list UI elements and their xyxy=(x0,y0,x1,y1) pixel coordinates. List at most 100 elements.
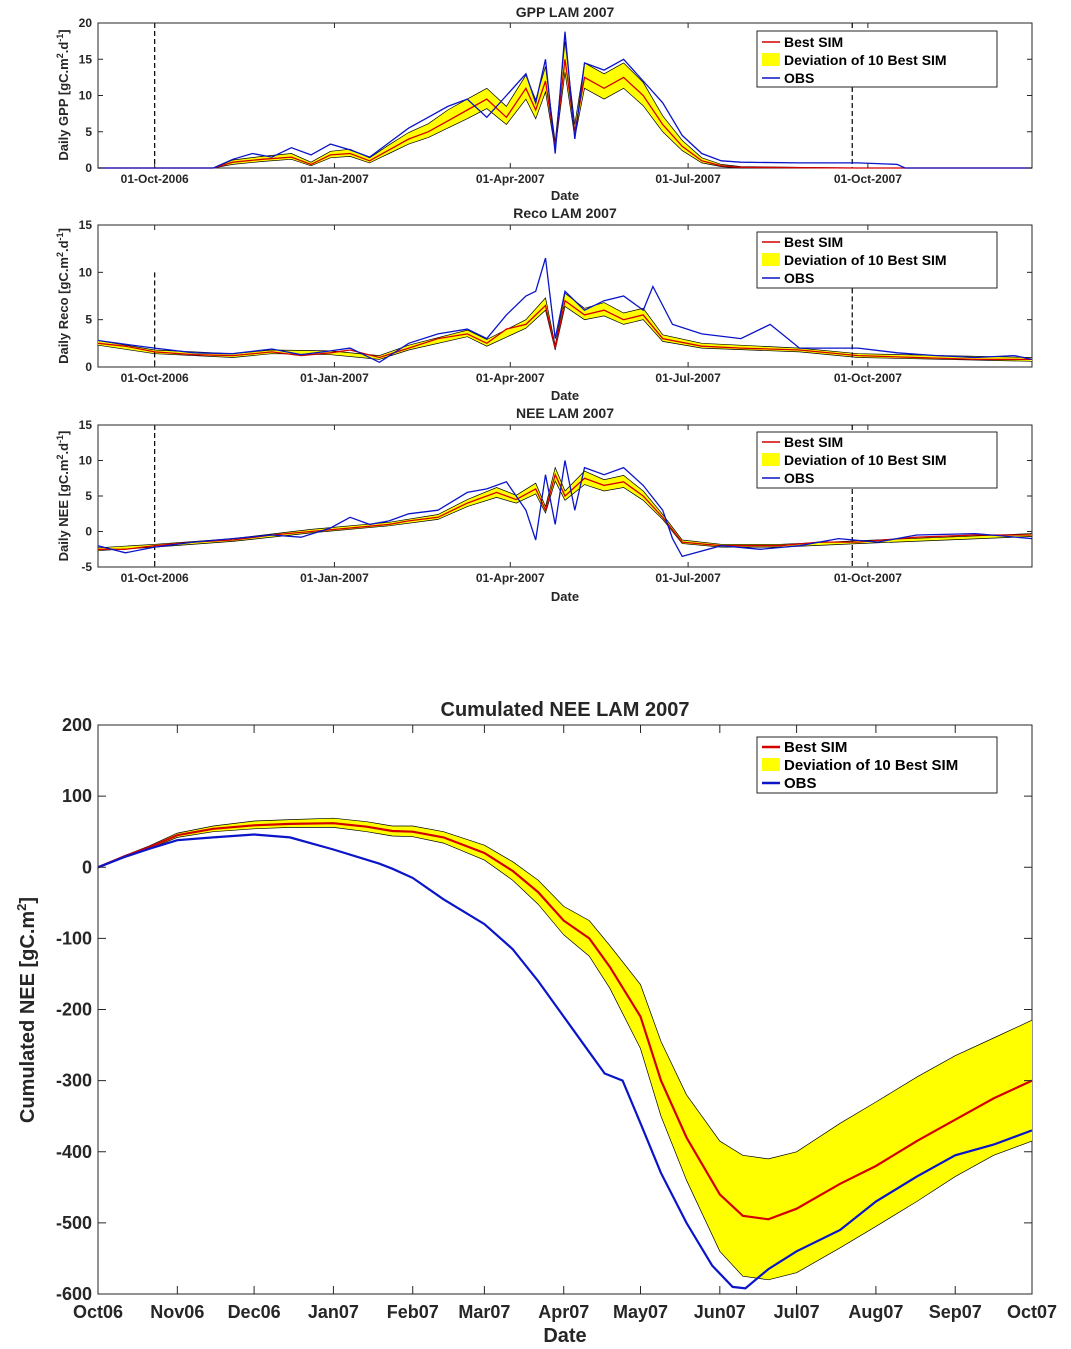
chart-title: GPP LAM 2007 xyxy=(516,4,615,20)
y-axis-label: Daily GPP [gC.m2.d-1] xyxy=(55,29,71,160)
chart-title: Reco LAM 2007 xyxy=(513,205,617,221)
x-tick-label: 01-Apr-2007 xyxy=(476,571,545,585)
series-lines xyxy=(97,257,1033,364)
x-ticks: 01-Oct-2006 01-Jan-2007 01-Apr-2007 01-Jul-… xyxy=(121,425,902,585)
y-tick-label: 10 xyxy=(79,454,93,468)
legend-obs-label: OBS xyxy=(784,470,814,486)
deviation-band-lower xyxy=(98,72,1032,169)
legend-obs-label: OBS xyxy=(784,70,814,86)
deviation-band-upper xyxy=(97,466,1033,549)
x-tick-label: 01-Oct-2007 xyxy=(834,371,902,385)
x-tick-label: 01-Oct-2006 xyxy=(121,571,189,585)
legend-band-label: Deviation of 10 Best SIM xyxy=(784,452,947,468)
legend-band-label: Deviation of 10 Best SIM xyxy=(784,52,947,68)
legend-best-label: Best SIM xyxy=(784,739,847,756)
legend: Best SIM Deviation of 10 Best SIM OBS xyxy=(756,736,998,794)
y-tick-label: -600 xyxy=(56,1284,92,1304)
x-tick-label: 01-Jul-2007 xyxy=(655,172,721,186)
series-obs xyxy=(97,460,1033,558)
panel-reco: 0 5 10 15 01-Oct-2006 01-Jan-2007 01-Apr-2007… xyxy=(55,205,1033,403)
x-tick-label: Jul07 xyxy=(774,1302,820,1322)
legend-best-label: Best SIM xyxy=(784,234,843,250)
legend-band-swatch xyxy=(762,758,780,771)
y-ticks: 0 5 10 15 xyxy=(79,218,1032,374)
legend-box xyxy=(756,30,998,88)
legend-box xyxy=(756,431,998,489)
series-best-sim xyxy=(97,299,1032,361)
legend-best-label: Best SIM xyxy=(784,34,843,50)
x-tick-label: 01-Jan-2007 xyxy=(300,371,369,385)
y-tick-label: 15 xyxy=(79,52,93,66)
x-tick-label: 01-Jan-2007 xyxy=(300,172,369,186)
y-tick-label: 5 xyxy=(85,313,92,327)
x-axis-label: Date xyxy=(551,188,579,203)
x-tick-label: 01-Oct-2007 xyxy=(834,172,902,186)
y-tick-label: 5 xyxy=(85,489,92,503)
deviation-band-lower xyxy=(97,480,1033,552)
series-obs xyxy=(97,833,1033,1290)
deviation-band-upper xyxy=(97,292,1033,358)
x-axis-label: Date xyxy=(551,388,579,403)
legend-box xyxy=(756,231,998,289)
y-tick-label: 0 xyxy=(85,360,92,374)
legend-band-swatch xyxy=(762,453,780,466)
deviation-band-lower xyxy=(97,827,1033,1281)
y-tick-label: -200 xyxy=(56,1000,92,1020)
y-axis-label: Cumulated NEE [gC.m2] xyxy=(14,897,39,1123)
x-tick-label: 01-Jan-2007 xyxy=(300,571,369,585)
y-axis-label: Daily Reco [gC.m2.d-1] xyxy=(55,228,71,364)
panel-nee: -5 0 5 10 15 01-Oct-2006 01-Jan-2007 01-Apr-20… xyxy=(55,405,1033,604)
series-best-sim xyxy=(97,822,1033,1221)
x-tick-label: Feb07 xyxy=(387,1302,439,1322)
y-tick-label: 5 xyxy=(85,125,92,139)
x-tick-label: Oct07 xyxy=(1007,1302,1057,1322)
deviation-band-area xyxy=(98,41,1032,168)
x-tick-label: Mar07 xyxy=(458,1302,510,1322)
panel-gpp: 0 5 10 15 20 01-Oct-2006 01-Jan-2007 01-Apr-20… xyxy=(55,4,1033,203)
legend-band-label: Deviation of 10 Best SIM xyxy=(784,252,947,268)
x-tick-label: 01-Oct-2006 xyxy=(121,172,189,186)
x-tick-label: Aug07 xyxy=(848,1302,903,1322)
y-tick-label: -400 xyxy=(56,1142,92,1162)
y-tick-label: 15 xyxy=(79,218,93,232)
y-tick-label: -5 xyxy=(81,560,92,574)
deviation-band xyxy=(97,817,1033,1281)
y-tick-label: 0 xyxy=(85,525,92,539)
legend-best-label: Best SIM xyxy=(784,434,843,450)
deviation-band-area xyxy=(98,818,1032,1280)
x-tick-label: 01-Jul-2007 xyxy=(655,371,721,385)
x-ticks: 01-Oct-2006 01-Jan-2007 01-Apr-2007 01-Jul-… xyxy=(121,23,902,186)
x-tick-label: Sep07 xyxy=(929,1302,982,1322)
x-tick-label: Oct06 xyxy=(73,1302,123,1322)
y-tick-label: -100 xyxy=(56,928,92,948)
x-axis-label: Date xyxy=(543,1325,586,1347)
x-tick-label: 01-Jul-2007 xyxy=(655,571,721,585)
y-tick-label: 20 xyxy=(79,16,93,30)
legend-band-label: Deviation of 10 Best SIM xyxy=(784,757,958,774)
legend-obs-label: OBS xyxy=(784,775,817,792)
legend-obs-label: OBS xyxy=(784,270,814,286)
x-tick-label: May07 xyxy=(613,1302,668,1322)
y-tick-label: 0 xyxy=(85,161,92,175)
legend: Best SIM Deviation of 10 Best SIM OBS xyxy=(756,231,998,289)
y-tick-label: 10 xyxy=(79,265,93,279)
y-tick-label: 100 xyxy=(62,786,92,806)
series-best-sim xyxy=(98,59,1032,169)
x-tick-label: 01-Apr-2007 xyxy=(476,371,545,385)
y-tick-label: 10 xyxy=(79,89,93,103)
chart-title: Cumulated NEE LAM 2007 xyxy=(441,699,690,721)
y-tick-label: -500 xyxy=(56,1213,92,1233)
y-tick-label: 0 xyxy=(82,857,92,877)
series-lines xyxy=(97,822,1033,1290)
series-obs xyxy=(97,257,1033,364)
panel-cumulated-nee: -600 -500 -400 -300 -200 -100 0 100 200 Oct06 Nov… xyxy=(14,699,1057,1347)
legend-band-swatch xyxy=(762,253,780,266)
legend-band-swatch xyxy=(762,53,780,66)
legend: Best SIM Deviation of 10 Best SIM OBS xyxy=(756,431,998,489)
x-axis-label: Date xyxy=(551,589,579,604)
series-obs xyxy=(98,31,1032,169)
chart-title: NEE LAM 2007 xyxy=(516,405,614,421)
x-tick-label: 01-Apr-2007 xyxy=(476,172,545,186)
series-lines xyxy=(98,31,1032,169)
